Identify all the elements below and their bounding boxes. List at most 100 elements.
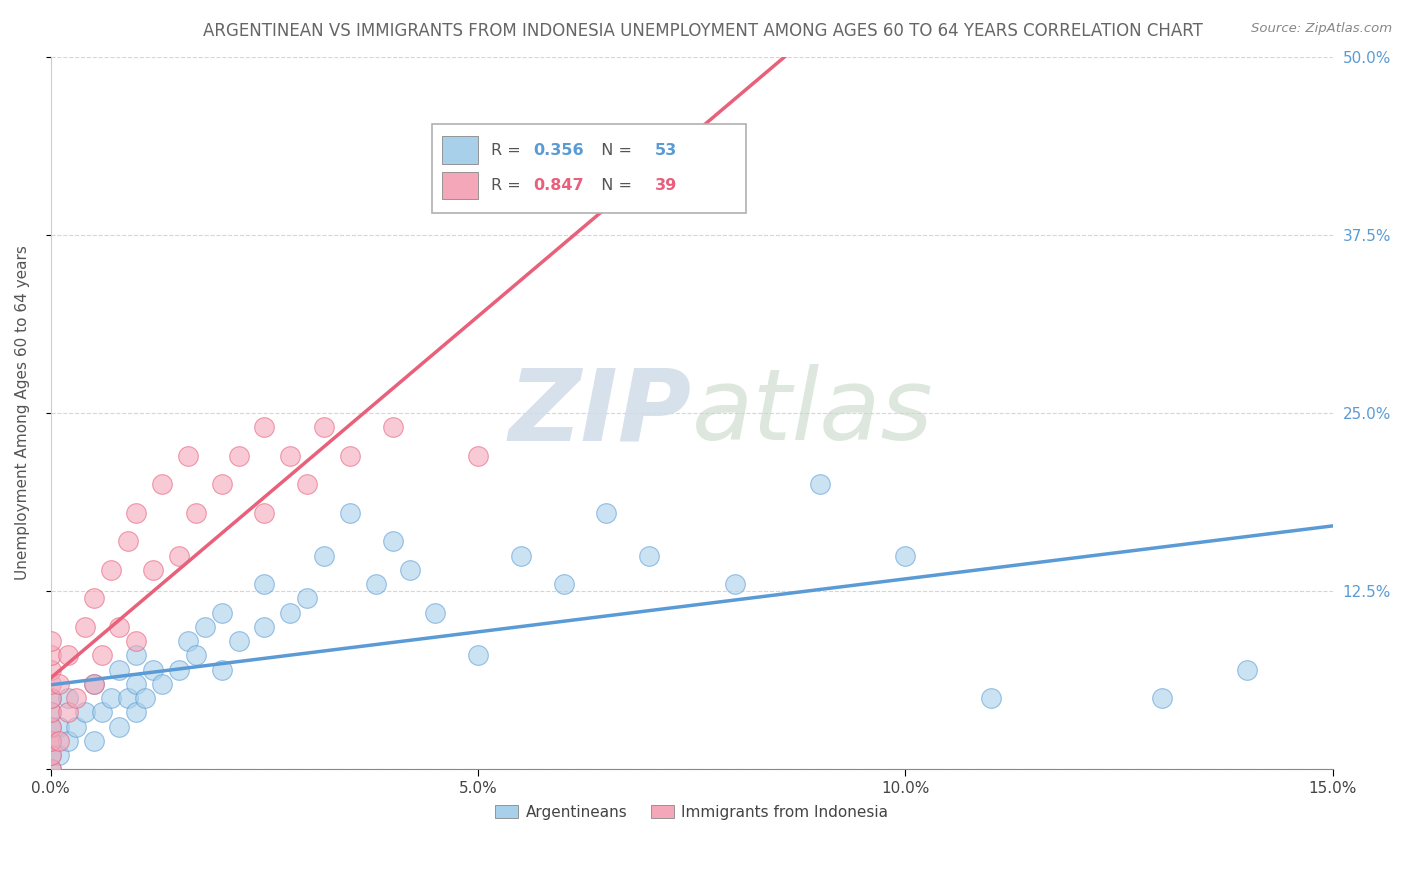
Point	[39, 747, 62, 762]
Point	[48, 733, 70, 747]
Point	[253, 620, 276, 634]
Text: 0.356: 0.356	[533, 143, 583, 158]
Point	[167, 549, 190, 563]
Point	[150, 677, 173, 691]
Point	[1150, 691, 1173, 706]
Point	[278, 449, 301, 463]
Point	[398, 563, 420, 577]
Point	[48, 677, 70, 691]
Point	[134, 691, 156, 706]
Point	[176, 449, 198, 463]
Point	[91, 706, 114, 720]
Point	[39, 762, 62, 776]
Point	[150, 477, 173, 491]
FancyBboxPatch shape	[441, 172, 478, 199]
Point	[595, 506, 617, 520]
Point	[39, 706, 62, 720]
Point	[723, 577, 745, 591]
Point	[381, 534, 404, 549]
Point	[56, 648, 79, 663]
Point	[83, 733, 105, 747]
Point	[253, 577, 276, 591]
Point	[176, 634, 198, 648]
Point	[1236, 663, 1258, 677]
Text: R =: R =	[491, 178, 526, 194]
Legend: Argentineans, Immigrants from Indonesia: Argentineans, Immigrants from Indonesia	[489, 798, 894, 826]
Text: 53: 53	[655, 143, 676, 158]
Point	[91, 648, 114, 663]
Point	[808, 477, 831, 491]
Point	[364, 577, 387, 591]
Text: 39: 39	[655, 178, 676, 194]
Text: ZIP: ZIP	[509, 365, 692, 461]
Point	[228, 634, 250, 648]
Point	[39, 691, 62, 706]
Point	[83, 677, 105, 691]
Point	[39, 663, 62, 677]
Text: N =: N =	[591, 178, 637, 194]
Point	[39, 733, 62, 747]
Point	[142, 663, 165, 677]
Text: Source: ZipAtlas.com: Source: ZipAtlas.com	[1251, 22, 1392, 36]
Point	[73, 620, 96, 634]
Point	[553, 577, 575, 591]
FancyBboxPatch shape	[441, 136, 478, 163]
Point	[73, 706, 96, 720]
Point	[56, 691, 79, 706]
Point	[297, 591, 319, 606]
Text: 0.847: 0.847	[533, 178, 583, 194]
Point	[39, 691, 62, 706]
Point	[339, 449, 361, 463]
Point	[425, 606, 447, 620]
Point	[167, 663, 190, 677]
Point	[278, 606, 301, 620]
Point	[39, 634, 62, 648]
Text: atlas: atlas	[692, 365, 934, 461]
Point	[125, 506, 148, 520]
Point	[314, 420, 336, 434]
Point	[467, 648, 489, 663]
Point	[108, 720, 131, 734]
Point	[48, 720, 70, 734]
Point	[39, 720, 62, 734]
Point	[48, 747, 70, 762]
Point	[142, 563, 165, 577]
Point	[117, 691, 139, 706]
Point	[100, 563, 122, 577]
Text: ARGENTINEAN VS IMMIGRANTS FROM INDONESIA UNEMPLOYMENT AMONG AGES 60 TO 64 YEARS : ARGENTINEAN VS IMMIGRANTS FROM INDONESIA…	[202, 22, 1204, 40]
Point	[125, 634, 148, 648]
Point	[339, 506, 361, 520]
Point	[509, 549, 531, 563]
Point	[467, 449, 489, 463]
Point	[314, 549, 336, 563]
Point	[253, 506, 276, 520]
Point	[638, 549, 661, 563]
Point	[381, 420, 404, 434]
Point	[184, 648, 207, 663]
Point	[228, 449, 250, 463]
Point	[253, 420, 276, 434]
Point	[125, 706, 148, 720]
Point	[125, 648, 148, 663]
Point	[211, 606, 233, 620]
Point	[39, 706, 62, 720]
Point	[108, 620, 131, 634]
Point	[100, 691, 122, 706]
FancyBboxPatch shape	[432, 124, 745, 213]
Point	[894, 549, 917, 563]
Text: R =: R =	[491, 143, 526, 158]
Text: N =: N =	[591, 143, 637, 158]
Point	[56, 733, 79, 747]
Point	[65, 720, 87, 734]
Point	[194, 620, 217, 634]
Point	[108, 663, 131, 677]
Point	[980, 691, 1002, 706]
Point	[117, 534, 139, 549]
Y-axis label: Unemployment Among Ages 60 to 64 years: Unemployment Among Ages 60 to 64 years	[15, 245, 30, 581]
Point	[83, 677, 105, 691]
Point	[39, 720, 62, 734]
Point	[65, 691, 87, 706]
Point	[83, 591, 105, 606]
Point	[39, 747, 62, 762]
Point	[39, 648, 62, 663]
